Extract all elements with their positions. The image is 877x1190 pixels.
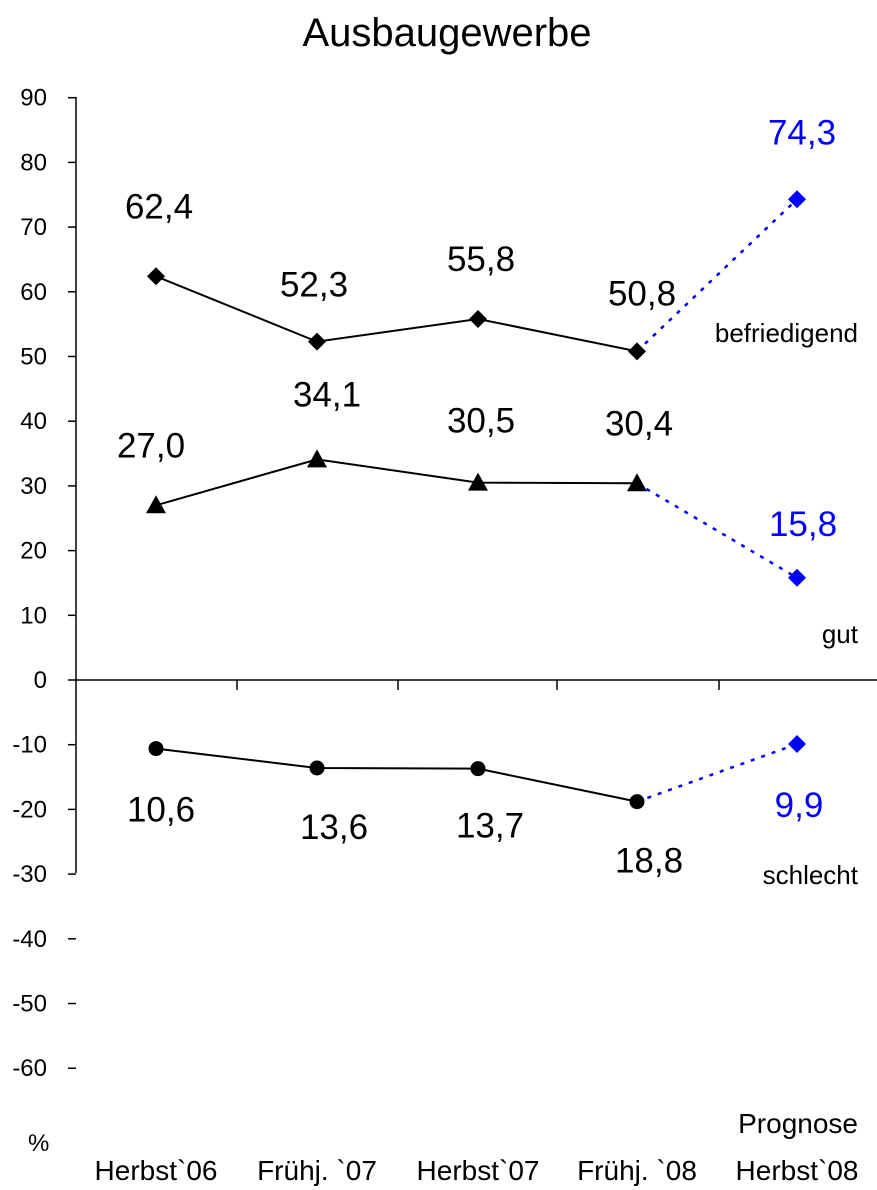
y-tick-label: 30 bbox=[20, 473, 47, 500]
x-tick-label: Herbst`06 bbox=[95, 1155, 218, 1186]
series-line bbox=[155, 747, 638, 803]
forecast-data-label: 15,8 bbox=[769, 505, 837, 544]
y-tick-label: 90 bbox=[20, 85, 47, 112]
y-tick-label: 20 bbox=[20, 538, 47, 565]
forecast-data-label: 9,9 bbox=[775, 786, 824, 825]
series-name-label: befriedigend bbox=[715, 318, 858, 348]
series-schlecht: 10,6 13,6 13,7 18,8 9,9 schlecht bbox=[127, 735, 859, 890]
chart-title: Ausbaugewerbe bbox=[302, 11, 591, 55]
y-tick-label: -30 bbox=[12, 861, 47, 888]
y-tick-label: 50 bbox=[20, 344, 47, 371]
y-axis-unit-label: % bbox=[28, 1130, 49, 1157]
y-tick-label: 0 bbox=[34, 667, 47, 694]
data-label: 34,1 bbox=[293, 375, 361, 414]
forecast-label: Prognose bbox=[738, 1108, 858, 1139]
y-tick-label: 10 bbox=[20, 602, 47, 629]
y-tick-label: 70 bbox=[20, 214, 47, 241]
data-label: 18,8 bbox=[615, 842, 683, 881]
data-point-circle bbox=[470, 761, 486, 777]
series-line bbox=[155, 275, 638, 353]
data-point-circle bbox=[629, 794, 645, 810]
data-point-diamond bbox=[147, 267, 165, 286]
forecast-line bbox=[636, 198, 798, 353]
y-tick-label: 40 bbox=[20, 408, 47, 435]
forecast-line bbox=[636, 482, 798, 579]
x-tick-label: Herbst`07 bbox=[417, 1155, 540, 1186]
data-label: 55,8 bbox=[447, 240, 515, 279]
data-label: 10,6 bbox=[127, 791, 195, 830]
series-name-label: gut bbox=[822, 619, 859, 649]
data-point-diamond bbox=[628, 342, 646, 361]
series-befriedigend: 62,4 52,3 55,8 50,8 74,3 befriedigend bbox=[125, 113, 858, 361]
data-point-circle bbox=[309, 760, 325, 776]
data-label: 52,3 bbox=[280, 266, 348, 305]
y-tick-label: -40 bbox=[12, 926, 47, 953]
series-group: 62,4 52,3 55,8 50,8 74,3 befriedigend 27,0 34,1… bbox=[117, 113, 859, 890]
data-label: 30,5 bbox=[447, 402, 515, 441]
series-gut: 27,0 34,1 30,5 30,4 15,8 gut bbox=[117, 375, 859, 649]
forecast-data-label: 74,3 bbox=[768, 113, 836, 152]
x-tick-label: Frühj. `08 bbox=[577, 1155, 697, 1186]
data-point-diamond bbox=[788, 735, 806, 754]
data-point-diamond bbox=[308, 332, 326, 351]
data-point-triangle bbox=[468, 472, 488, 491]
y-tick-label: -20 bbox=[12, 796, 47, 823]
x-axis-ticks: Herbst`06 Frühj. `07 Herbst`07 Frühj. `08 He… bbox=[95, 680, 859, 1186]
data-point-diamond bbox=[788, 568, 806, 587]
data-point-triangle bbox=[146, 495, 166, 514]
y-tick-label: -50 bbox=[12, 991, 47, 1018]
y-tick-label: 80 bbox=[20, 149, 47, 176]
x-tick-label: Frühj. `07 bbox=[257, 1155, 377, 1186]
data-label: 50,8 bbox=[608, 274, 676, 313]
forecast-line bbox=[636, 742, 798, 803]
data-point-triangle bbox=[307, 449, 327, 468]
data-point-diamond bbox=[788, 190, 806, 209]
y-axis-ticks: 90 80 70 60 50 40 30 20 10 0 -10 -20 -30 -40 -50 -60 bbox=[12, 85, 76, 1082]
y-tick-label: 60 bbox=[20, 279, 47, 306]
y-tick-label: -10 bbox=[12, 732, 47, 759]
x-tick-label: Herbst`08 bbox=[736, 1155, 859, 1186]
data-point-triangle bbox=[627, 473, 647, 492]
data-label: 27,0 bbox=[117, 426, 185, 465]
data-point-diamond bbox=[469, 309, 487, 328]
data-label: 62,4 bbox=[125, 187, 193, 226]
data-label: 30,4 bbox=[605, 404, 673, 443]
data-label: 13,6 bbox=[300, 808, 368, 847]
data-label: 13,7 bbox=[456, 807, 524, 846]
data-point-circle bbox=[148, 741, 164, 757]
series-name-label: schlecht bbox=[763, 860, 859, 890]
y-tick-label: -60 bbox=[12, 1055, 47, 1082]
series-line bbox=[155, 458, 638, 507]
